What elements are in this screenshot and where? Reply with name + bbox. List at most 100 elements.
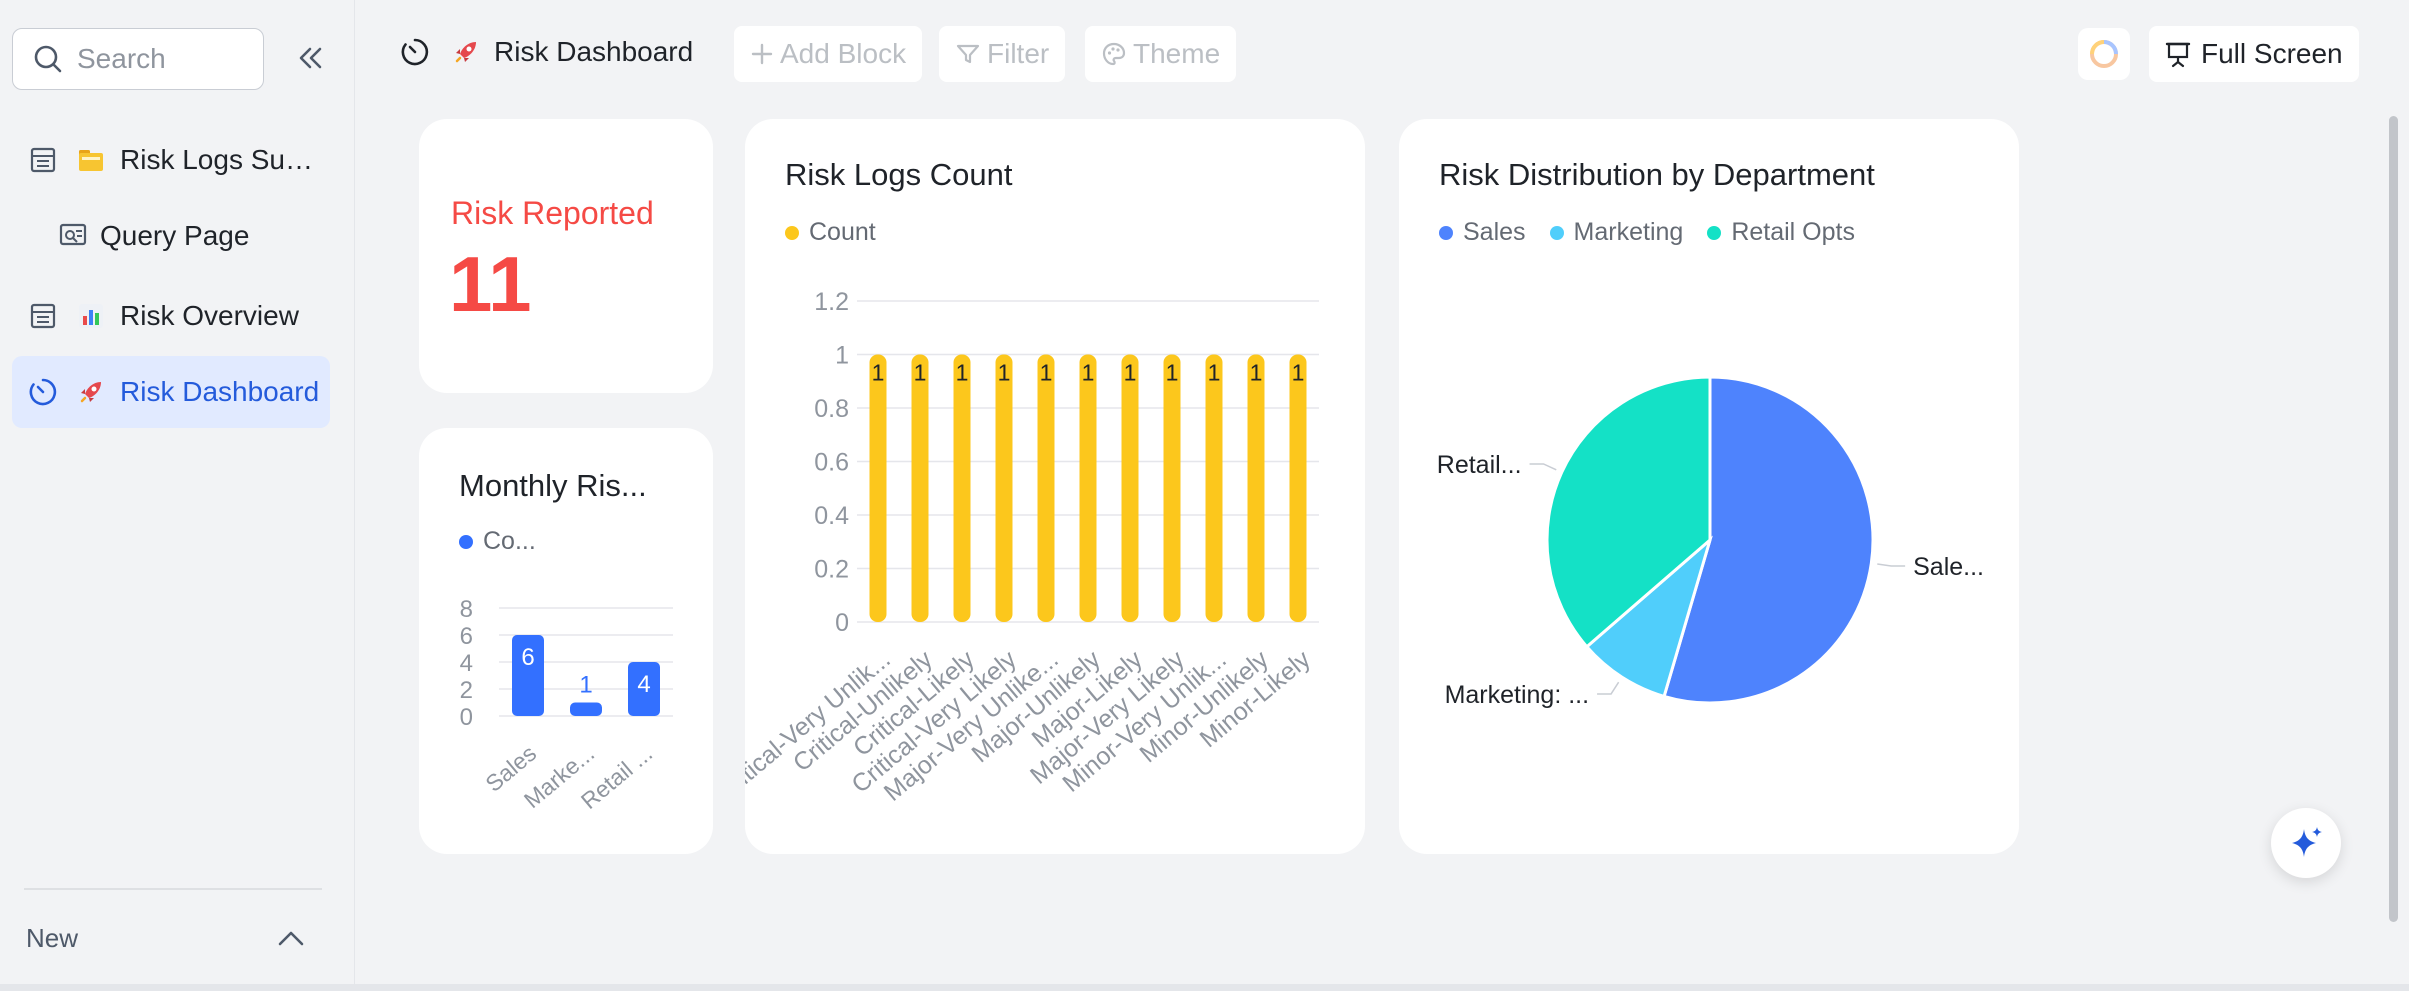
bar: [512, 635, 544, 716]
y-tick-label: 0.8: [814, 395, 849, 423]
palette-icon: [1102, 42, 1126, 66]
sidebar-item-risk-overview[interactable]: Risk Overview: [12, 280, 330, 352]
presentation-icon: [2165, 42, 2191, 68]
chart-legend: Sales Marketing Retail Opts: [1439, 218, 1879, 247]
table-icon: [28, 301, 58, 331]
loading-ring-icon: [2090, 40, 2118, 68]
y-tick-label: 0: [460, 704, 473, 731]
legend-item-sales[interactable]: Sales: [1439, 218, 1526, 247]
y-tick-label: 8: [460, 596, 473, 623]
full-screen-button[interactable]: Full Screen: [2149, 26, 2359, 82]
add-block-button[interactable]: Add Block: [734, 26, 923, 82]
sidebar-item-label: Query Page: [100, 220, 250, 251]
bar: [1289, 354, 1307, 622]
pie-slice-label: Marketing: ...: [1445, 681, 1590, 709]
y-tick-label: 6: [460, 623, 473, 650]
pie-slice-label: Retail...: [1437, 451, 1522, 479]
data-label: 1: [1166, 360, 1179, 386]
bar: [1079, 354, 1097, 622]
monthly-risk-bar-chart: 864206Sales1Marke...4Retail ...: [460, 596, 673, 814]
bar: [1205, 354, 1223, 622]
data-label: 4: [637, 671, 650, 698]
legend-item[interactable]: Count: [785, 218, 876, 247]
chart-legend: Count: [785, 218, 900, 247]
sidebar-item-query-page[interactable]: Query Page: [12, 200, 330, 272]
data-label: 1: [579, 672, 592, 699]
sidebar-divider: [24, 888, 322, 890]
y-tick-label: 0.2: [814, 556, 849, 584]
pie-label-leader: [1529, 463, 1557, 471]
metric-label: Risk Reported: [451, 195, 654, 231]
data-label: 1: [1124, 360, 1137, 386]
dashboard-icon: [401, 38, 429, 66]
y-tick-label: 1.2: [814, 288, 849, 316]
data-label: 1: [872, 360, 885, 386]
bar: [1121, 354, 1139, 622]
data-label: 1: [1082, 360, 1095, 386]
risk-distribution-card[interactable]: Risk Distribution by Department Sales Ma…: [1399, 119, 2019, 854]
monthly-risk-card[interactable]: Monthly Ris... Co... 8 6 4 2 0 6 Sales 1 Marke..…: [419, 428, 713, 854]
sidebar-item-risk-dashboard[interactable]: Risk Dashboard: [12, 356, 330, 428]
search-input[interactable]: [77, 43, 247, 75]
sidebar: Risk Logs Sum... Query Page Risk Overvie…: [0, 0, 355, 984]
bar-chart-emoji-icon: [76, 301, 106, 331]
filter-button[interactable]: Filter: [939, 26, 1066, 82]
y-tick-label: 0.6: [814, 449, 849, 477]
chart-legend: Co...: [459, 527, 560, 556]
chart-title: Monthly Ris...: [459, 468, 647, 503]
bar: [570, 702, 602, 716]
sparkle-icon: [2292, 827, 2322, 857]
risk-logs-count-card[interactable]: Risk Logs Count Count 1.2 1 0.8 0.6 0.4 0.2 0 1…: [745, 119, 1365, 854]
bar: [1163, 354, 1181, 622]
pie-slice: [1584, 535, 1713, 699]
risk-distribution-pie-chart: Sale... Marketing: ... Retail...: [1437, 375, 1984, 709]
data-label: 1: [1208, 360, 1221, 386]
folder-emoji-icon: [76, 145, 106, 175]
legend-item-marketing[interactable]: Marketing: [1549, 218, 1683, 247]
chevron-up-icon: [278, 931, 304, 946]
data-label: 1: [914, 360, 927, 386]
bar: [869, 354, 887, 622]
legend-item-retail-opts[interactable]: Retail Opts: [1707, 218, 1855, 247]
rocket-emoji-icon: [452, 38, 480, 66]
ai-assistant-button[interactable]: [2271, 808, 2341, 878]
y-tick-label: 0.4: [814, 502, 849, 530]
plus-icon: [751, 43, 773, 65]
data-label: 1: [1250, 360, 1263, 386]
rocket-emoji-icon: [76, 377, 106, 407]
collaborator-avatar[interactable]: [2078, 28, 2130, 80]
collapse-sidebar-button[interactable]: [292, 40, 328, 76]
pie-slice-label: Sale...: [1913, 553, 1984, 581]
bar: [628, 662, 660, 716]
page-title: Risk Dashboard: [494, 36, 694, 67]
pie-slice: [1662, 375, 1875, 705]
scrollbar-thumb[interactable]: [2389, 116, 2398, 922]
bar: [911, 354, 929, 622]
legend-item[interactable]: Co...: [459, 527, 536, 556]
search-icon: [34, 45, 62, 73]
theme-button[interactable]: Theme: [1085, 26, 1237, 82]
double-chevron-left-icon: [299, 47, 322, 69]
sidebar-item-label: Risk Logs Sum...: [120, 144, 320, 175]
bar: [1037, 354, 1055, 622]
y-tick-label: 2: [460, 677, 473, 704]
search-box[interactable]: [12, 28, 264, 90]
pie-label-leader: [1877, 563, 1906, 567]
dashboard-icon: [28, 377, 58, 407]
y-tick-label: 0: [835, 609, 849, 637]
query-form-icon: [58, 221, 88, 251]
metric-value: 11: [449, 240, 532, 328]
dashboard-breadcrumb: Risk Dashboard: [400, 36, 693, 68]
data-label: 1: [1040, 360, 1053, 386]
data-label: 1: [1292, 360, 1305, 386]
chart-title: Risk Distribution by Department: [1439, 157, 1875, 192]
bar: [995, 354, 1013, 622]
data-label: 6: [521, 644, 534, 671]
new-section-toggle[interactable]: New: [26, 918, 306, 958]
sidebar-item-risk-logs-summary[interactable]: Risk Logs Sum...: [12, 124, 330, 196]
pie-slice: [1545, 375, 1712, 649]
sidebar-item-label: Risk Overview: [120, 300, 299, 331]
risk-reported-card[interactable]: Risk Reported 11: [419, 119, 713, 393]
filter-icon: [956, 44, 980, 64]
